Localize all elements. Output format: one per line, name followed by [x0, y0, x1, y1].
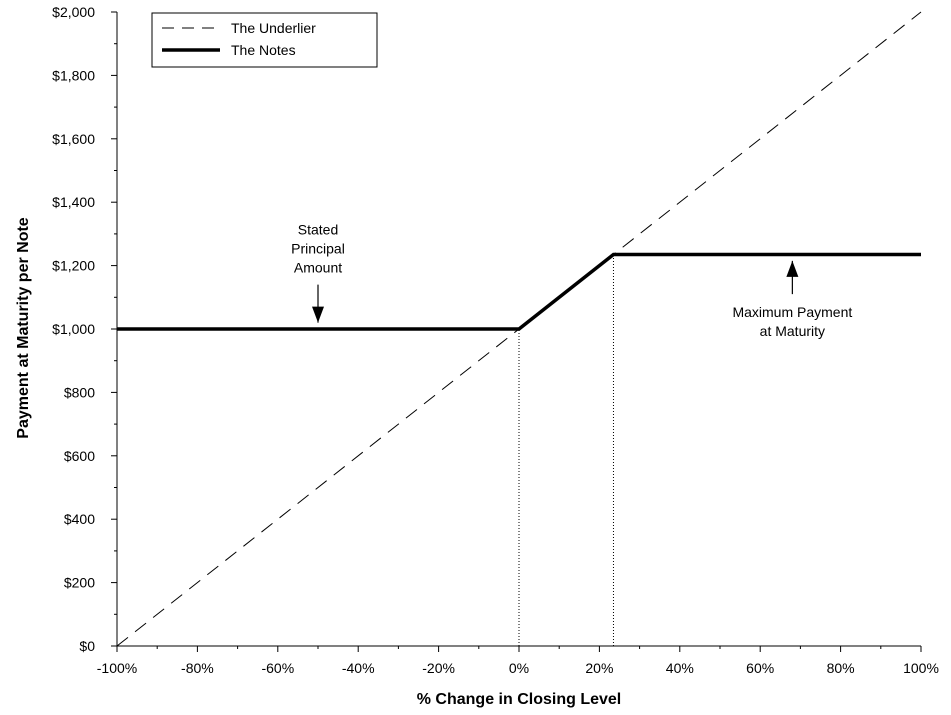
- y-axis-title: Payment at Maturity per Note: [15, 217, 32, 438]
- y-tick-label: $600: [64, 448, 95, 464]
- y-axis-ticks: $0 $200 $400 $600 $800 $1,000 $1,200 $1,400 $1,6…: [52, 4, 117, 654]
- series-line-notes: [117, 252, 921, 331]
- annotation-text: Principal: [291, 241, 345, 257]
- y-tick-label: $800: [64, 384, 95, 400]
- x-axis-ticks: -100% -80% -60% -40% -20% 0% 20% 40% 60% 80% 100%: [97, 646, 939, 676]
- y-tick-label: $1,200: [52, 258, 95, 274]
- x-tick-label: 60%: [746, 660, 774, 676]
- reference-lines: [518, 254, 614, 646]
- y-tick-label: $1,600: [52, 131, 95, 147]
- y-tick-label: $1,000: [52, 321, 95, 337]
- y-tick-label: $0: [79, 638, 95, 654]
- legend-label-underlier: The Underlier: [231, 20, 316, 36]
- x-tick-label: -20%: [422, 660, 455, 676]
- annotation-text: Amount: [294, 260, 342, 276]
- x-tick-label: -100%: [97, 660, 137, 676]
- x-tick-label: 20%: [585, 660, 613, 676]
- x-tick-label: 40%: [666, 660, 694, 676]
- legend-label-notes: The Notes: [231, 42, 296, 58]
- annotation-text: Stated: [298, 222, 338, 238]
- annotation-text: Maximum Payment: [732, 304, 852, 320]
- x-tick-label: -60%: [261, 660, 294, 676]
- y-tick-label: $1,400: [52, 194, 95, 210]
- legend-box: [151, 12, 378, 68]
- annotation-text: at Maturity: [760, 323, 825, 339]
- x-tick-label: 80%: [827, 660, 855, 676]
- x-axis-title: % Change in Closing Level: [417, 691, 621, 708]
- legend: The Underlier The Notes: [151, 12, 378, 68]
- arrow-down-icon: [312, 306, 324, 323]
- y-tick-label: $200: [64, 575, 95, 591]
- x-tick-label: 0%: [509, 660, 529, 676]
- annotations: Stated Principal Amount Maximum Payment at M…: [291, 222, 852, 340]
- y-tick-label: $1,800: [52, 67, 95, 83]
- x-tick-label: -40%: [342, 660, 375, 676]
- y-tick-label: $2,000: [52, 4, 95, 20]
- y-tick-label: $400: [64, 511, 95, 527]
- x-tick-label: -80%: [181, 660, 214, 676]
- arrow-up-icon: [786, 260, 799, 277]
- series-lines: [116, 11, 922, 647]
- x-tick-label: 100%: [903, 660, 939, 676]
